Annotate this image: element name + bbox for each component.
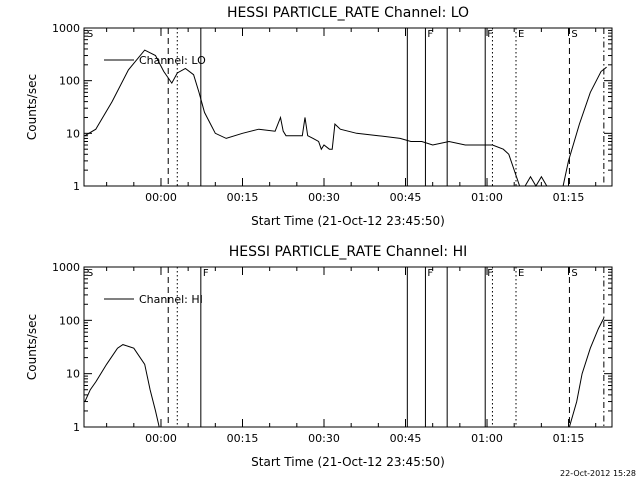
panel-2-event-marker-label: S [87, 268, 93, 279]
panel-1-x-tick-label: 00:00 [145, 191, 177, 204]
panel-2-event-marker-label: E [518, 268, 524, 279]
panel-2-event-marker-label: F [203, 268, 209, 279]
panel-1-x-tick-label: 00:45 [390, 191, 422, 204]
panel-1-event-marker-label: S [87, 29, 93, 40]
panel-2-event-marker-label: F [487, 268, 493, 279]
panel-2-y-tick-label: 100 [59, 314, 80, 327]
panel-2-y-axis-label: Counts/sec [25, 314, 39, 380]
panel-2-event-marker-label: F [427, 268, 433, 279]
panel-1-y-tick-label: 100 [59, 75, 80, 88]
panel-1-x-tick-label: 00:15 [227, 191, 259, 204]
panel-1-x-axis-label: Start Time (21-Oct-12 23:45:50) [251, 214, 445, 228]
panel-1-plot-frame [83, 27, 613, 187]
panel-2-legend-label: Channel: HI [139, 293, 203, 306]
panel-2-x-tick-label: 00:30 [308, 432, 340, 445]
panel-2-chart-title: HESSI PARTICLE_RATE Channel: HI [229, 244, 467, 260]
panel-1-legend-label: Channel: LO [139, 54, 206, 67]
panel-2-x-tick-label: 01:15 [553, 432, 585, 445]
panel-2-x-tick-label: 00:00 [145, 432, 177, 445]
panel-1-y-tick-label: 1000 [52, 22, 80, 35]
panel-1-event-marker-label: F [487, 29, 493, 40]
panel-1-data-series-line [84, 49, 607, 187]
panel-1-chart-title: HESSI PARTICLE_RATE Channel: LO [227, 5, 469, 21]
panel-2-y-tick-label: 10 [66, 368, 80, 381]
panel-2-x-tick-label: 00:15 [227, 432, 259, 445]
panel-1-x-tick-label: 00:30 [308, 191, 340, 204]
panel-1-y-tick-label: 10 [66, 127, 80, 140]
panel-2-y-tick-label: 1 [73, 421, 80, 434]
panel-2-y-tick-label: 1000 [52, 261, 80, 274]
panel-1-event-marker-label: E [518, 29, 524, 40]
panel-2-data-series-line [84, 317, 605, 428]
panel-1-event-marker-label: F [427, 29, 433, 40]
panel-1-y-axis-label: Counts/sec [25, 74, 39, 140]
panel-2-event-marker-label: S [571, 268, 577, 279]
panel-1-x-tick-label: 01:15 [553, 191, 585, 204]
timestamp: 22-Oct-2012 15:28 [560, 469, 636, 478]
panel-2-x-axis-label: Start Time (21-Oct-12 23:45:50) [251, 455, 445, 469]
panel-1-y-tick-label: 1 [73, 180, 80, 193]
panel-1-x-tick-label: 01:00 [471, 191, 503, 204]
panel-2-x-tick-label: 01:00 [471, 432, 503, 445]
panel-2-plot-frame [83, 266, 613, 428]
panel-2-x-tick-label: 00:45 [390, 432, 422, 445]
panel-1-event-marker-label: S [571, 29, 577, 40]
